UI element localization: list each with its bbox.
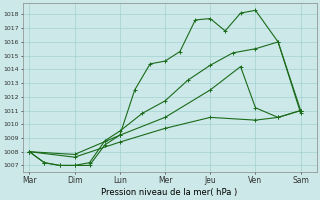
X-axis label: Pression niveau de la mer( hPa ): Pression niveau de la mer( hPa ) bbox=[101, 188, 238, 197]
